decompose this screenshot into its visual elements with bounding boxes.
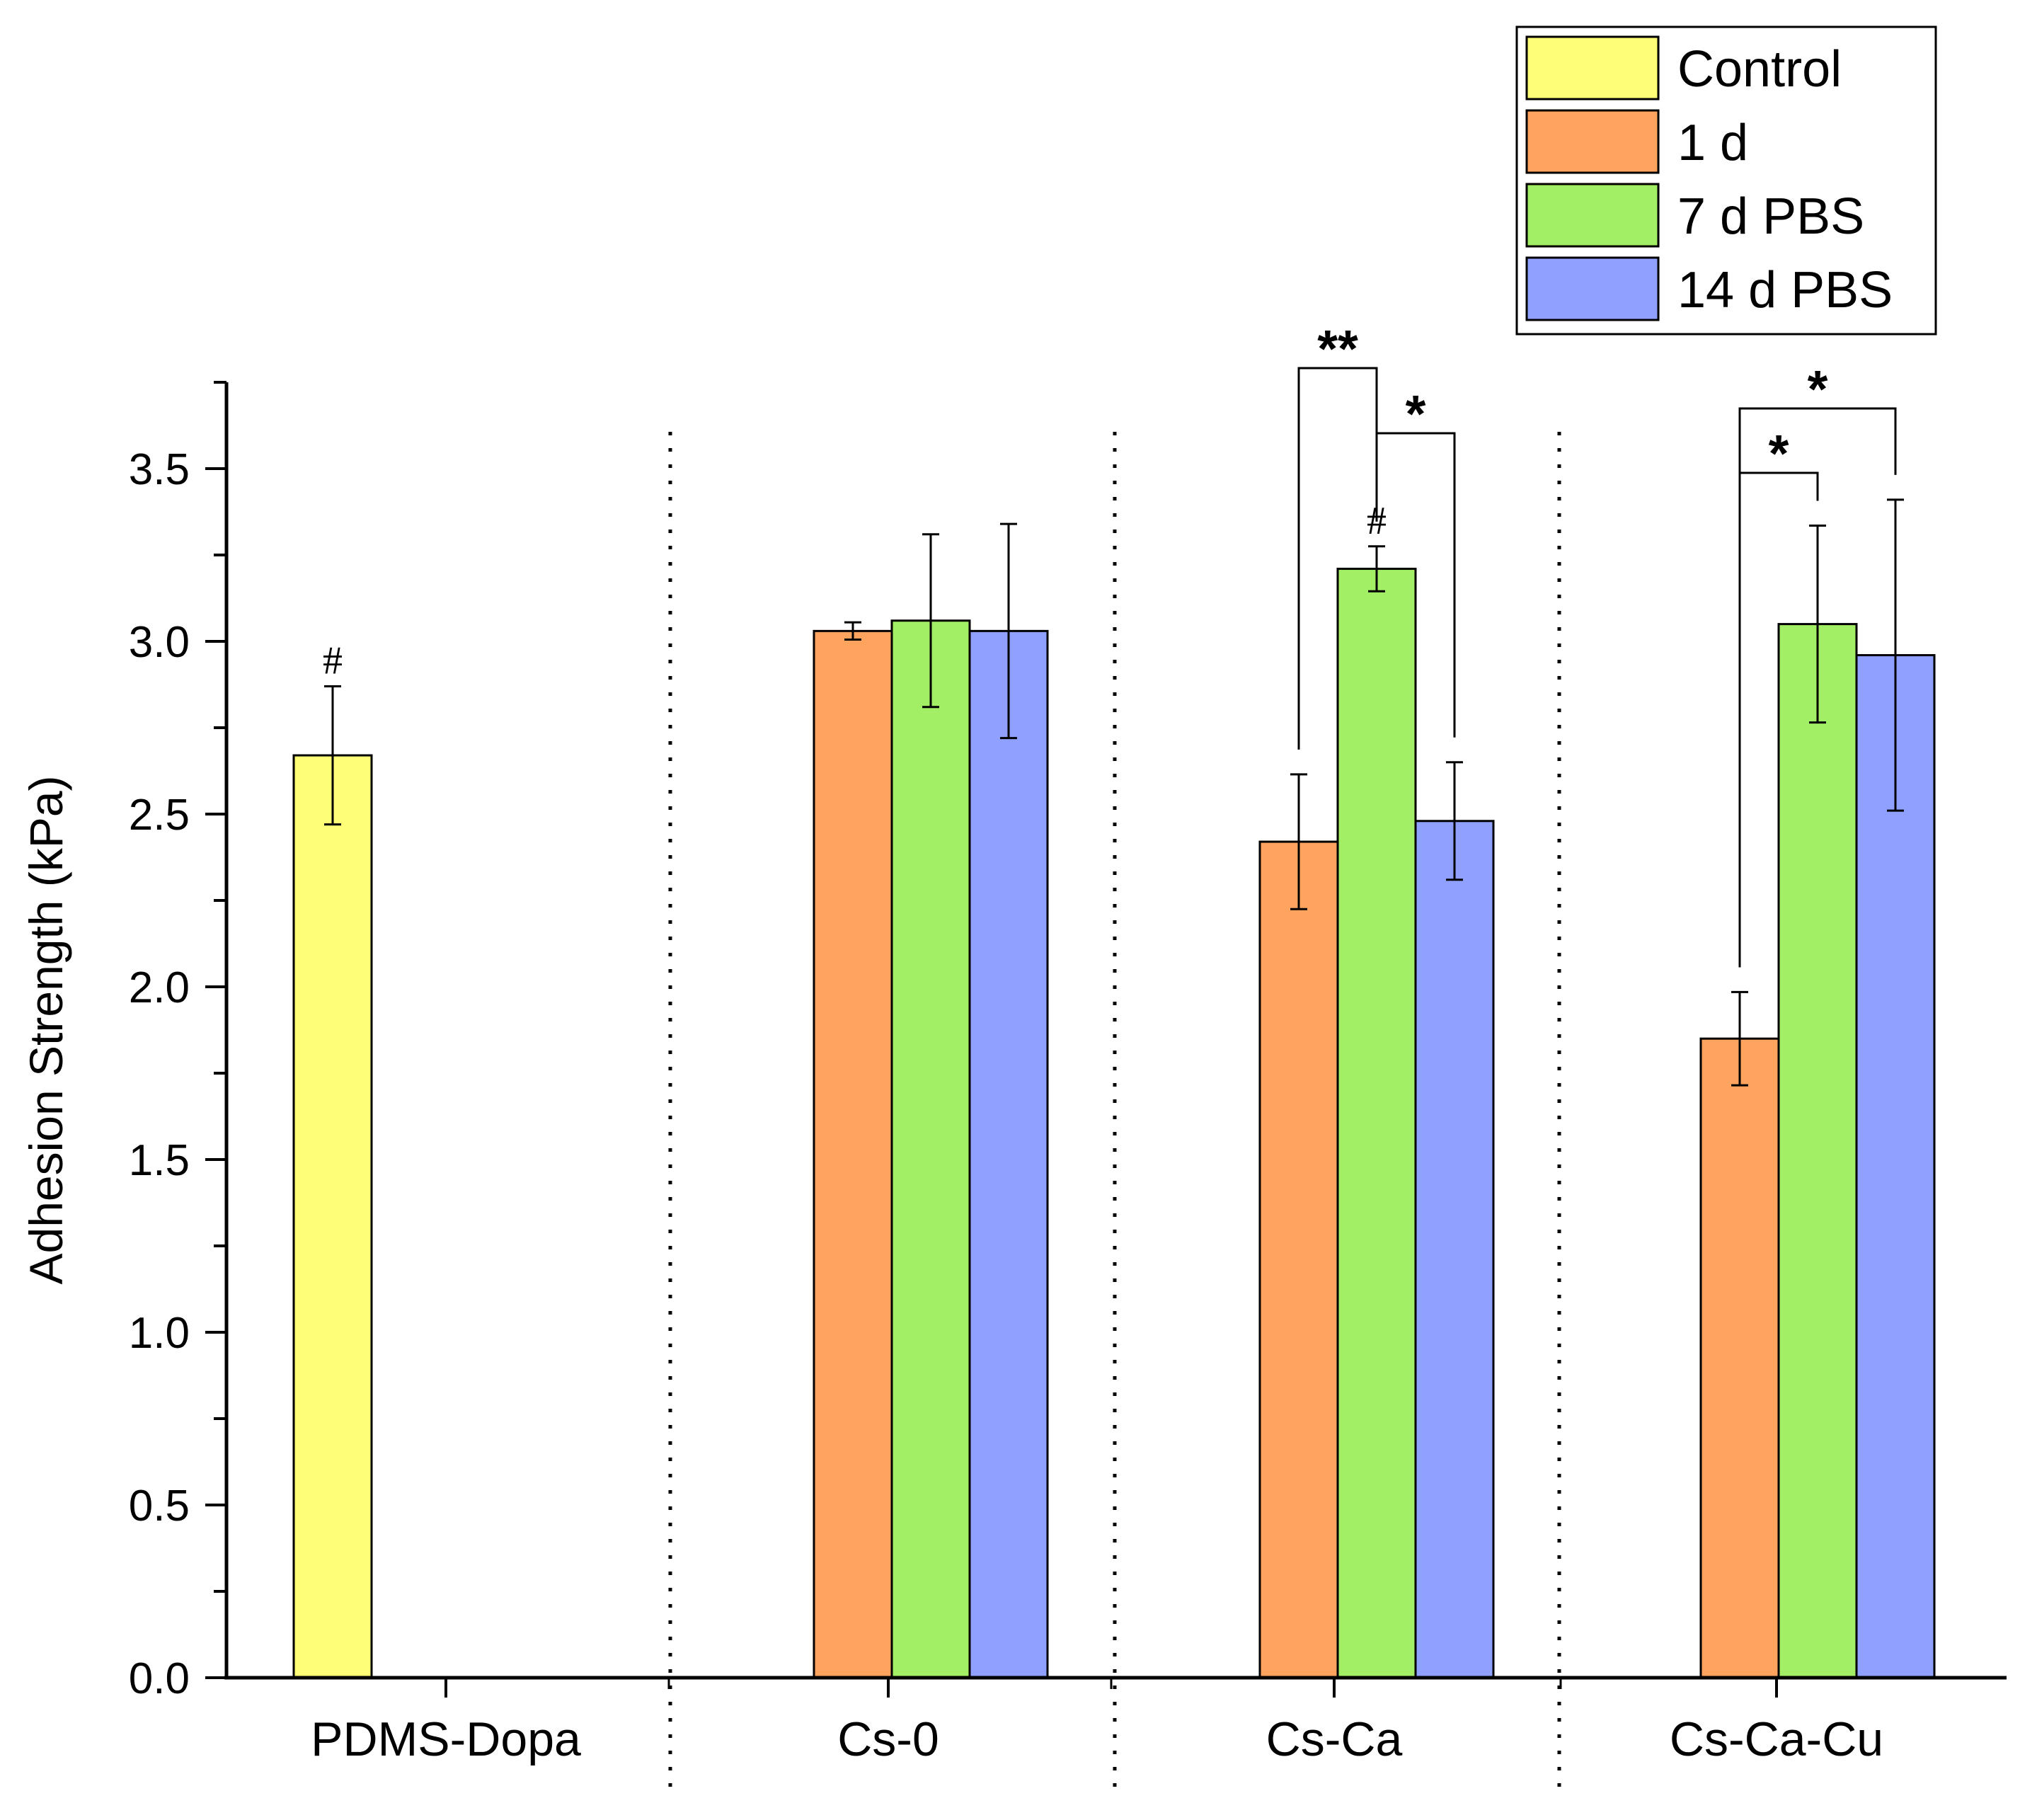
annotations-layer: ##***** [323, 319, 1897, 968]
y-tick-label: 2.5 [129, 791, 190, 840]
bar [1414, 820, 1495, 1679]
legend-label: 7 d PBS [1677, 188, 1864, 245]
legend-swatch [1525, 109, 1660, 174]
legend-swatch [1525, 35, 1660, 101]
category-label: PDMS-Dopa [311, 1712, 581, 1766]
category-label: Cs-0 [837, 1712, 939, 1766]
bar [1258, 840, 1339, 1679]
bar [1777, 623, 1858, 1679]
category-label: Cs-Ca-Cu [1670, 1712, 1883, 1766]
category-label: Cs-Ca [1266, 1712, 1403, 1766]
y-tick-label: 0.0 [129, 1654, 190, 1703]
legend-label: Control [1677, 41, 1842, 98]
legend-label: 14 d PBS [1677, 262, 1893, 319]
bars-layer [292, 568, 1936, 1679]
legend: Control 1 d 7 d PBS 14 d PBS [1515, 25, 1937, 336]
legend-swatch [1525, 256, 1660, 321]
significance-hash: # [323, 639, 343, 682]
legend-label: 1 d [1677, 115, 1748, 171]
significance-bracket [1375, 432, 1456, 738]
significance-stars: ** [1317, 319, 1358, 378]
bar [1855, 654, 1936, 1679]
significance-bracket [1738, 407, 1897, 968]
significance-stars: * [1808, 360, 1828, 418]
y-axis-title: Adhesion Strength (kPa) [20, 775, 72, 1284]
bar [292, 754, 373, 1679]
y-tick-label: 2.0 [129, 963, 190, 1012]
significance-stars: * [1769, 424, 1789, 483]
y-tick-label: 1.0 [129, 1309, 190, 1358]
y-tick-label: 0.5 [129, 1482, 190, 1530]
y-ticks: 0.0 0.5 1.0 1.5 2.0 2.5 3.0 3.5 [129, 381, 226, 1703]
y-tick-label: 3.5 [129, 445, 190, 494]
bar [813, 629, 893, 1679]
significance-stars: * [1406, 384, 1426, 443]
axes-layer [224, 382, 2007, 1680]
bar [890, 619, 971, 1679]
y-tick-label: 3.0 [129, 618, 190, 667]
bar [968, 629, 1049, 1679]
bar [1336, 568, 1417, 1679]
error-bars-layer [324, 498, 1904, 1087]
x-ticks: PDMS-Dopa Cs-0 Cs-Ca Cs-Ca-Cu [311, 1678, 1883, 1766]
y-tick-label: 1.5 [129, 1136, 190, 1185]
bar [1699, 1037, 1780, 1679]
legend-swatch [1525, 183, 1660, 248]
